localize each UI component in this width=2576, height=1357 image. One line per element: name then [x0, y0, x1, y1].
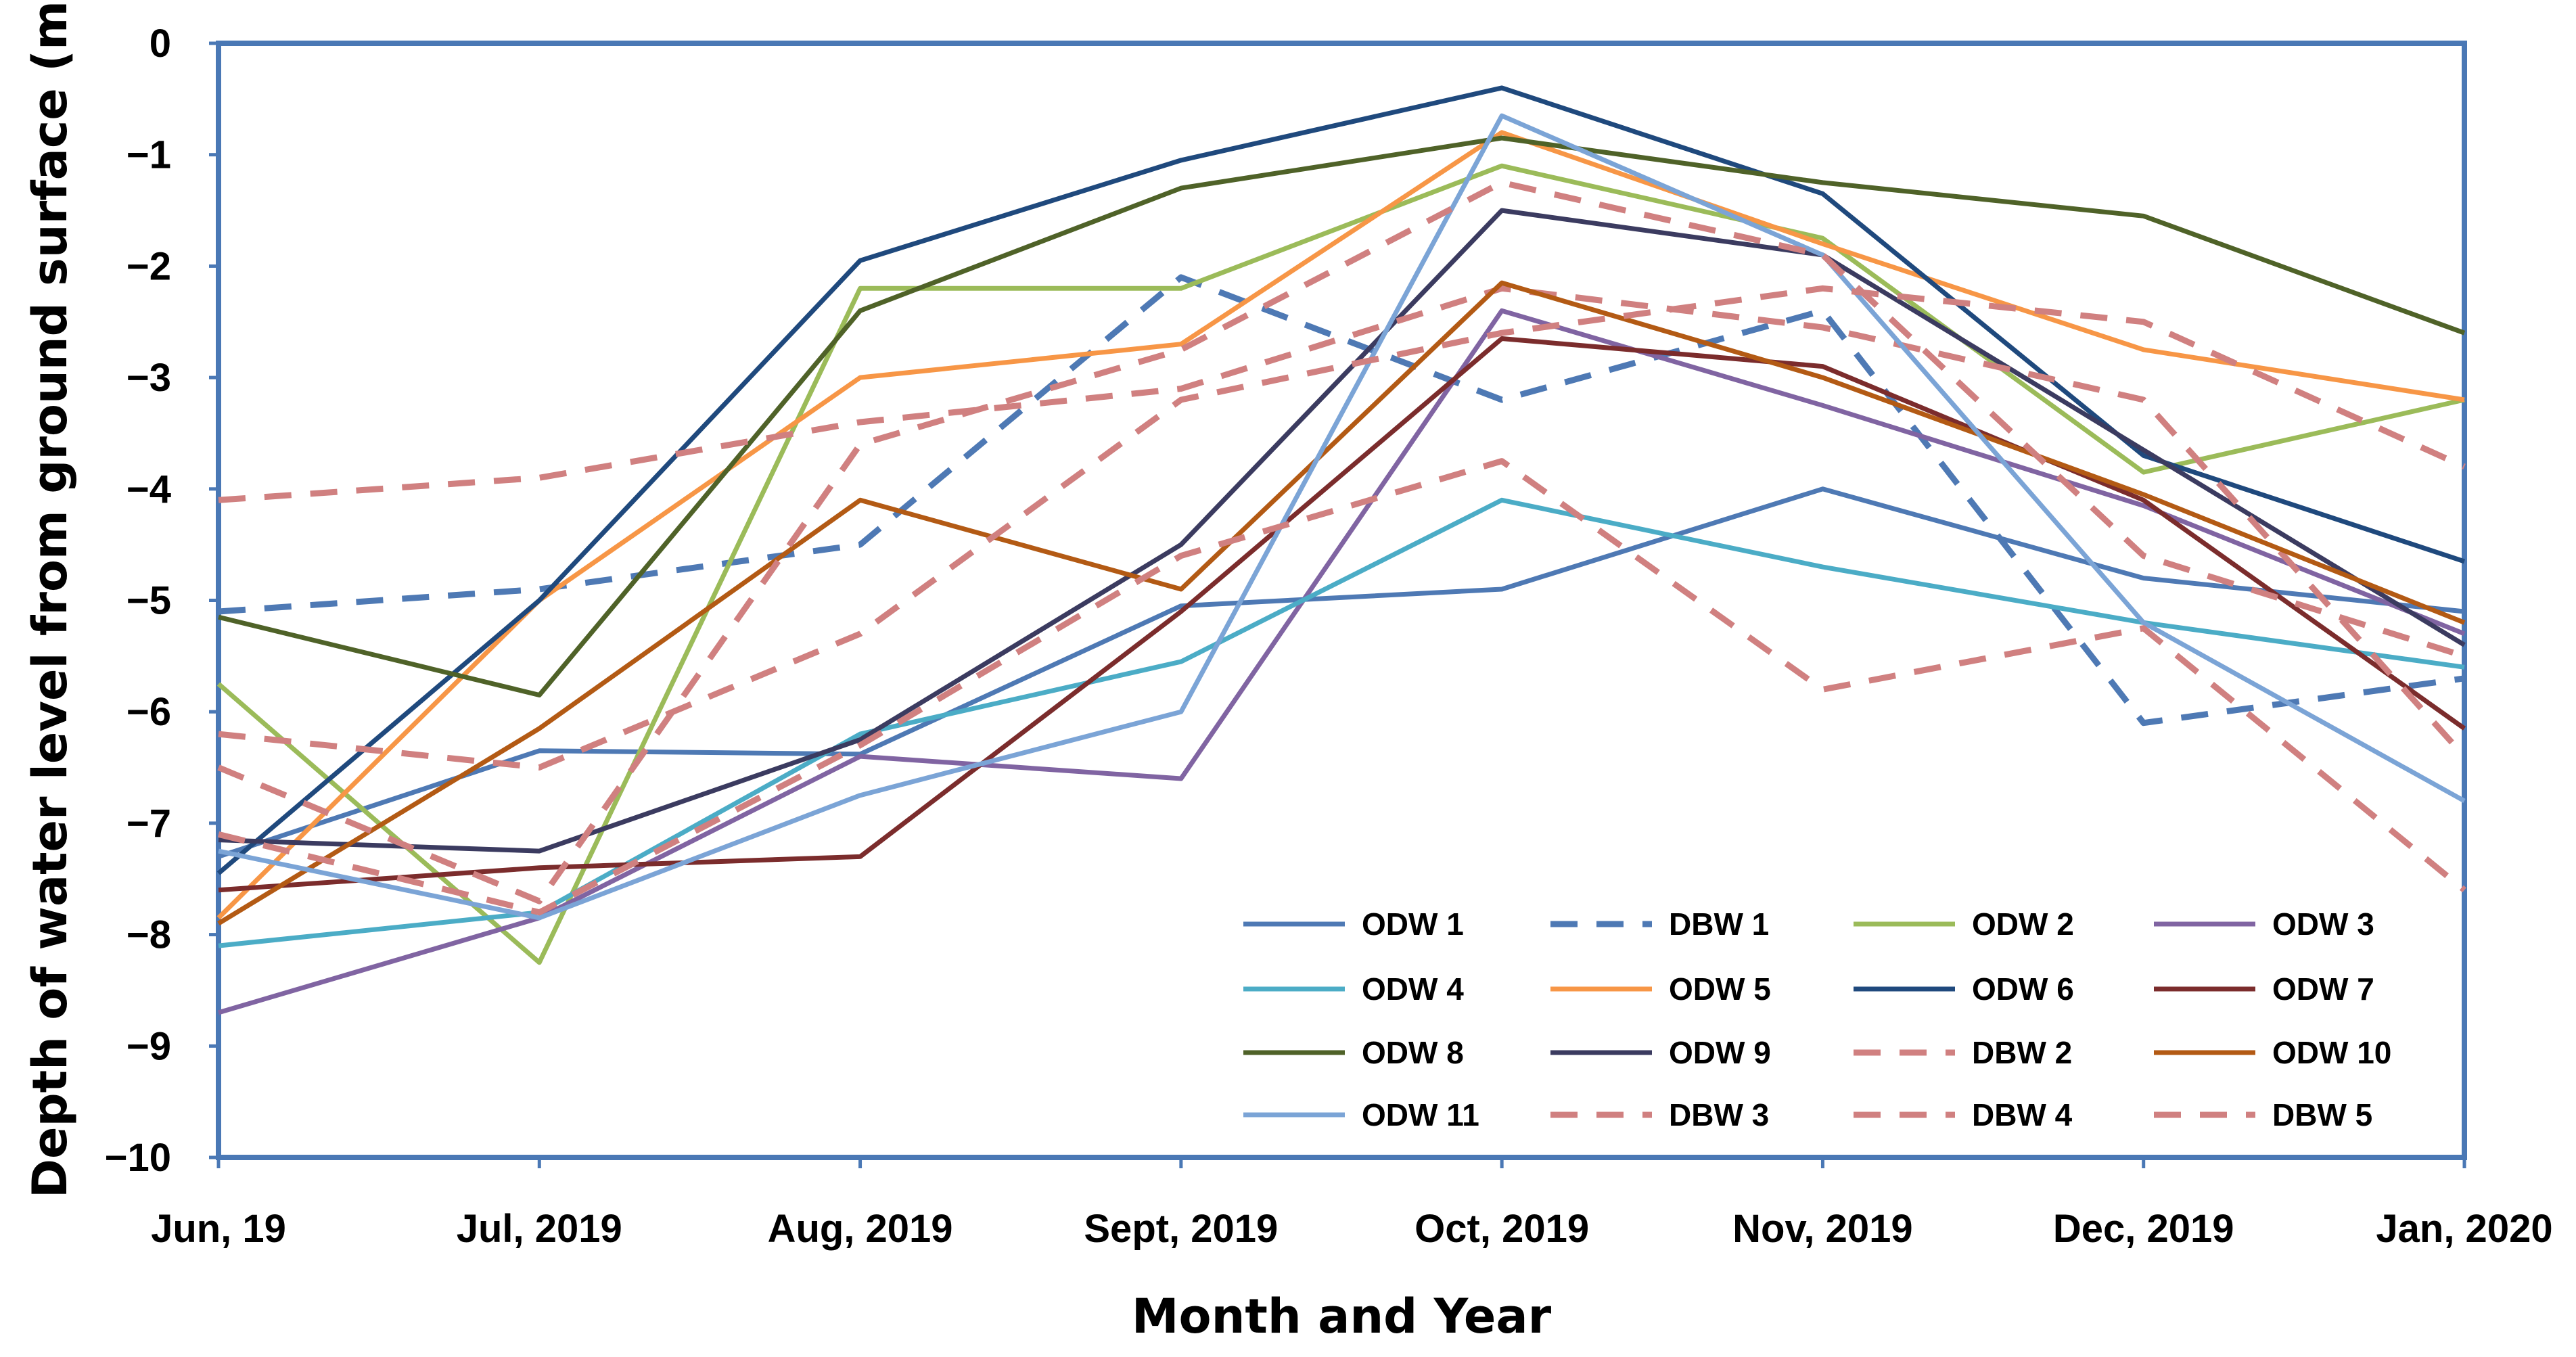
x-tick-label: Jul, 2019 — [457, 1207, 622, 1251]
legend-label-odw-1: ODW 1 — [1362, 906, 1464, 942]
y-tick-label: −7 — [127, 802, 171, 846]
legend-label-odw-4: ODW 4 — [1362, 971, 1464, 1007]
y-tick-label: −1 — [127, 133, 171, 177]
y-tick-label: −9 — [127, 1024, 171, 1068]
legend-label-dbw-2: DBW 2 — [1972, 1035, 2072, 1070]
y-tick-label: 0 — [150, 22, 171, 66]
series-line-dbw-2 — [218, 285, 2467, 759]
legend-label-odw-2: ODW 2 — [1972, 906, 2074, 942]
series-line-odw-5 — [216, 130, 2465, 920]
x-tick-label: Sept, 2019 — [1084, 1207, 1278, 1251]
legend-label-odw-7: ODW 7 — [2272, 971, 2374, 1007]
legend-label-odw-3: ODW 3 — [2272, 906, 2374, 942]
series-line-odw-10 — [217, 280, 2466, 926]
y-axis: 0 −1 −2 −3 −4 −5 −6 −7 −8 −9 −10 — [105, 22, 218, 1180]
series-line-odw-7 — [218, 336, 2466, 893]
series-line-odw-9 — [218, 208, 2466, 854]
x-tick-label: Oct, 2019 — [1414, 1207, 1589, 1251]
legend-label-odw-10: ODW 10 — [2272, 1035, 2391, 1070]
x-axis: Jun, 19 Jul, 2019 Aug, 2019 Sept, 2019 Oct, … — [151, 1157, 2553, 1251]
series-line-dbw-5 — [217, 458, 2466, 916]
legend-label-dbw-4: DBW 4 — [1972, 1097, 2073, 1132]
legend-label-dbw-1: DBW 1 — [1669, 906, 1769, 942]
legend-label-dbw-5: DBW 5 — [2272, 1097, 2372, 1132]
legend-label-odw-5: ODW 5 — [1669, 971, 1771, 1007]
legend-label-dbw-3: DBW 3 — [1669, 1097, 1769, 1132]
series-line-odw-2 — [216, 163, 2465, 965]
y-tick-label: −6 — [127, 690, 171, 734]
y-tick-label: −5 — [127, 579, 171, 623]
x-axis-title: Month and Year — [1132, 1289, 1552, 1344]
legend-label-odw-6: ODW 6 — [1972, 971, 2074, 1007]
x-tick-label: Jan, 2020 — [2376, 1207, 2552, 1251]
x-tick-label: Jun, 19 — [151, 1207, 286, 1251]
x-tick-label: Dec, 2019 — [2053, 1207, 2234, 1251]
y-tick-label: −4 — [127, 467, 171, 511]
y-tick-label: −2 — [127, 244, 171, 288]
series-line-dbw-3 — [218, 285, 2466, 770]
legend: ODW 1 DBW 1 ODW 2 ODW 3 ODW 4 ODW 5 ODW 6 ODW 7… — [1243, 906, 2391, 1132]
series-layer — [216, 85, 2467, 1015]
legend-label-odw-11: ODW 11 — [1362, 1097, 1479, 1132]
series-line-odw-11 — [218, 113, 2466, 921]
y-axis-title: Depth of water level from ground surface… — [22, 0, 78, 1198]
x-tick-label: Aug, 2019 — [768, 1207, 953, 1251]
y-tick-label: −8 — [127, 913, 171, 957]
series-line-odw-8 — [218, 135, 2466, 697]
series-line-odw-6 — [216, 85, 2466, 875]
series-line-dbw-4 — [217, 179, 2466, 904]
legend-label-odw-8: ODW 8 — [1362, 1035, 1464, 1070]
y-tick-label: −3 — [127, 356, 171, 400]
x-tick-label: Nov, 2019 — [1732, 1207, 1913, 1251]
legend-label-odw-9: ODW 9 — [1669, 1035, 1771, 1070]
series-line-dbw-1 — [218, 274, 2465, 727]
y-tick-label: −10 — [105, 1136, 171, 1180]
series-line-odw-3 — [218, 308, 2466, 1015]
